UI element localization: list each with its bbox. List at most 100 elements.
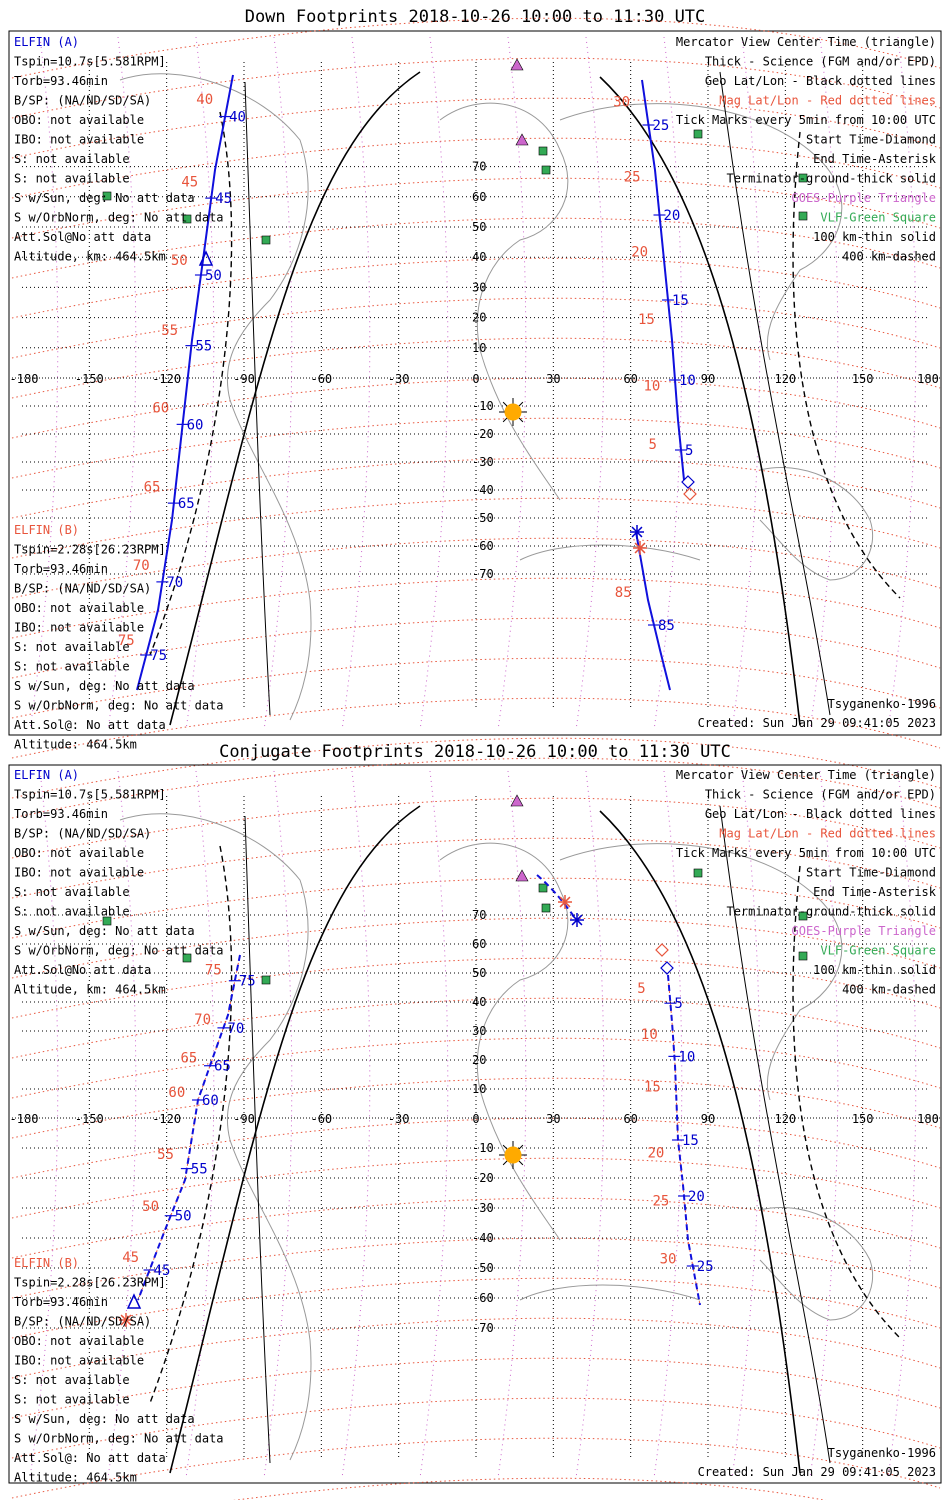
map-frame: [8, 30, 942, 736]
elfin-b-info-line: Altitude: 464.5km: [14, 1471, 137, 1485]
tick-label-red: 20: [648, 1146, 665, 1162]
lon-tick-label: -30: [388, 1112, 410, 1126]
terminator-100km: [244, 81, 271, 716]
terminator-ground: [599, 810, 801, 1474]
lon-tick-label: 150: [852, 1112, 874, 1126]
sun-disc: [504, 1146, 522, 1164]
vlf-square-icon: [541, 903, 551, 913]
elfin-a-info: ELFIN (A) Tspin=10.7s[5.581RPM] Torb=93.46…: [14, 35, 224, 264]
elfin-a-info: ELFIN (A) Tspin=10.7s[5.581RPM] Torb=93.46…: [14, 768, 224, 997]
end-time-asterisk-icon: [558, 895, 572, 909]
vlf-square-icon: [798, 951, 808, 961]
elfin-a-info-line: Att.Sol@No att data: [14, 230, 151, 244]
elfin-b-info-line: Torb=93.46min: [14, 1295, 108, 1309]
coastline: [759, 1206, 874, 1321]
tick-label-blue: 55: [195, 339, 212, 355]
terminator-400km: [792, 865, 901, 1339]
lon-tick-label: -90: [233, 372, 255, 386]
lat-tick-label: 40: [472, 995, 486, 1009]
tick-label-red: 55: [161, 323, 178, 339]
lon-tick-label: 120: [774, 1112, 796, 1126]
terminator-400km: [149, 845, 233, 1404]
elfin-a-info-line: Altitude, km: 464.5km: [14, 983, 166, 997]
tick-label-red: 30: [613, 95, 630, 111]
longitude-labels: -180 -150 -120 -90 -60 -30 0 30 60 90 120 150 180: [10, 372, 939, 386]
sun-icon: [499, 398, 527, 426]
mag-lon-line: [653, 770, 683, 1479]
vlf-square-icon: [541, 165, 551, 175]
sun-ray: [502, 417, 508, 423]
tick-label-red: 65: [180, 1051, 197, 1067]
tick-label-blue: 15: [682, 1133, 699, 1149]
lon-tick-label: -150: [75, 1112, 104, 1126]
sun-ray: [518, 417, 524, 423]
legend-line: Terminator-ground-thick solid: [726, 172, 936, 186]
legend-line: Start Time-Diamond: [806, 133, 936, 147]
terminator-400km: [792, 131, 901, 599]
lon-tick-label: -60: [310, 372, 332, 386]
tick-label-red: 10: [641, 1027, 658, 1043]
tick-label-blue: 75: [150, 648, 167, 664]
lat-tick-label: -60: [472, 1291, 494, 1305]
elfin-b-title: ELFIN (B): [14, 523, 79, 537]
elfin-b-info: ELFIN (B) Tspin=2.28s[26.23RPM] Torb=93.46…: [14, 523, 224, 752]
tick-label-red: 25: [653, 1194, 670, 1210]
legend-line: Mag Lat/Lon - Red dotted lines: [719, 827, 936, 841]
legend-line: Mag Lat/Lon - Red dotted lines: [719, 94, 936, 108]
tick-label-blue: 55: [191, 1162, 208, 1178]
end-time-asterisk-icon: [570, 913, 584, 927]
elfin-a-info-line: Tspin=10.7s[5.581RPM]: [14, 788, 166, 802]
lat-tick-label: -30: [472, 1201, 494, 1215]
goes-triangle-icon: [515, 869, 529, 882]
vlf-square-icon: [538, 146, 548, 156]
legend-line: Thick - Science (FGM and/or EPD): [705, 788, 936, 802]
tick-label-blue: 50: [175, 1209, 192, 1225]
mag-lon-line: [107, 770, 137, 1479]
vlf-square-icon: [261, 235, 271, 245]
legend-line: Thick - Science (FGM and/or EPD): [705, 55, 936, 69]
elfin-a-left-trace: 75 70 65 60 55 50 45 75 70 65 60 55 50 45: [122, 954, 256, 1301]
lat-tick-label: 60: [472, 190, 486, 204]
sun-ray: [502, 1160, 508, 1166]
goes-triangle-icon: [510, 794, 524, 807]
mag-lon-line: [575, 770, 605, 1479]
tick-label-blue: 70: [166, 575, 183, 591]
vlf-square-icon: [798, 211, 808, 221]
end-time-asterisk-icon: [119, 1313, 133, 1327]
tick-label-red: 45: [122, 1250, 139, 1266]
lon-tick-label: -120: [152, 372, 181, 386]
elfin-b-info-line: Torb=93.46min: [14, 562, 108, 576]
lat-tick-label: -50: [472, 511, 494, 525]
elfin-a-info-line: OBO: not available: [14, 113, 144, 127]
tick-label-red: 70: [133, 558, 150, 574]
elfin-a-title: ELFIN (A): [14, 768, 79, 782]
tick-label-blue: 65: [214, 1059, 231, 1075]
lat-tick-label: 50: [472, 966, 486, 980]
footprint-trace: [536, 874, 576, 919]
model-label: Tsyganenko-1996: [828, 1446, 936, 1460]
terminator-100km: [719, 805, 831, 1464]
elfin-a-info-line: S w/Sun, deg: No att data: [14, 191, 195, 205]
elfin-a-info-line: S: not available: [14, 885, 130, 899]
tick-label-red: 50: [171, 253, 188, 269]
legend-line: Geo Lat/Lon - Black dotted lines: [705, 807, 936, 821]
lon-tick-label: -180: [10, 1112, 39, 1126]
footprint-trace: [136, 74, 234, 691]
tick-label-red: 50: [142, 1199, 159, 1215]
elfin-b-info-line: Tspin=2.28s[26.23RPM]: [14, 543, 166, 557]
lat-tick-label: 40: [472, 250, 486, 264]
tick-label-red: 20: [631, 245, 648, 261]
terminator-ground: [599, 76, 801, 726]
elfin-b-info-line: Tspin=2.28s[26.23RPM]: [14, 1276, 166, 1290]
tick-label-red: 85: [615, 585, 632, 601]
coastline: [519, 1284, 701, 1301]
lon-tick-label: -90: [233, 1112, 255, 1126]
latitude-labels: 70 60 50 40 30 20 10 -10 -20 -30 -40 -50 -60 -70: [472, 160, 494, 581]
coastline: [439, 102, 569, 501]
legend-line: Start Time-Diamond: [806, 866, 936, 880]
tick-label-blue: 60: [187, 417, 204, 433]
lon-tick-label: 150: [852, 372, 874, 386]
coastline: [519, 544, 701, 561]
elfin-b-title: ELFIN (B): [14, 1256, 79, 1270]
